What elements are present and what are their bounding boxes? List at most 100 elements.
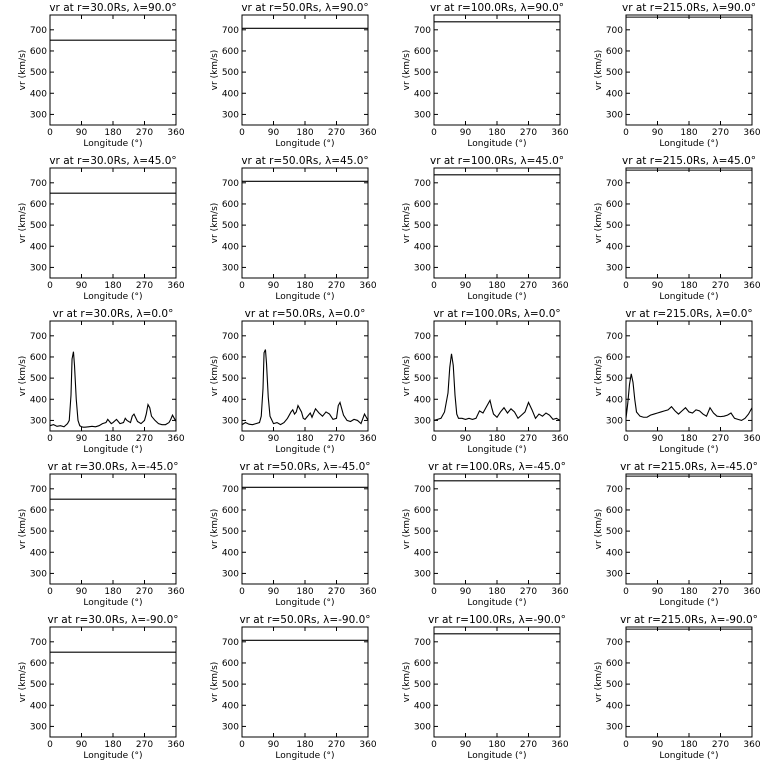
x-tick-label: 0 <box>239 128 245 138</box>
panel-svg: vr at r=50.0Rs, λ=-90.0° 300 400 500 600 700 0… <box>210 614 377 761</box>
x-axis-label: Longitude (°) <box>83 751 142 761</box>
x-tick-label: 360 <box>551 281 568 291</box>
plot-frame <box>241 626 369 738</box>
x-tick-label: 90 <box>268 587 280 597</box>
chart-panel: vr at r=100.0Rs, λ=45.0° 300 400 500 600 700 0… <box>384 153 576 306</box>
panel-svg: vr at r=50.0Rs, λ=0.0° 300 400 500 600 700 0 90… <box>210 308 377 455</box>
x-tick-label: 180 <box>104 587 121 597</box>
y-tick-label: 600 <box>606 47 623 57</box>
y-tick-label: 600 <box>30 200 47 210</box>
y-tick-label: 300 <box>606 263 623 273</box>
x-tick-label: 180 <box>104 281 121 291</box>
x-tick-label: 360 <box>167 281 184 291</box>
y-tick-label: 400 <box>30 548 47 558</box>
x-tick-label: 180 <box>104 128 121 138</box>
x-tick-label: 360 <box>551 434 568 444</box>
panel-title: vr at r=30.0Rs, λ=45.0° <box>49 155 176 167</box>
x-axis-label: Longitude (°) <box>275 445 334 455</box>
y-tick-label: 500 <box>222 374 239 384</box>
x-tick-label: 0 <box>239 587 245 597</box>
x-tick-label: 270 <box>328 740 345 750</box>
x-axis-label: Longitude (°) <box>659 139 718 149</box>
y-tick-label: 400 <box>606 701 623 711</box>
y-tick-label: 700 <box>30 179 47 189</box>
panel-svg: vr at r=215.0Rs, λ=-90.0° 300 400 500 600 700… <box>594 614 761 761</box>
y-tick-label: 700 <box>606 332 623 342</box>
x-tick-label: 90 <box>76 434 88 444</box>
panel-svg: vr at r=30.0Rs, λ=0.0° 300 400 500 600 700 0 90… <box>18 308 185 455</box>
x-tick-label: 90 <box>76 740 88 750</box>
chart-panel: vr at r=30.0Rs, λ=90.0° 300 400 500 600 700 0 9… <box>0 0 192 153</box>
x-tick-label: 270 <box>136 740 153 750</box>
panel-title: vr at r=50.0Rs, λ=45.0° <box>241 155 368 167</box>
y-tick-label: 400 <box>414 548 431 558</box>
y-tick-label: 300 <box>222 569 239 579</box>
x-axis-label: Longitude (°) <box>467 598 526 608</box>
panel-svg: vr at r=100.0Rs, λ=-90.0° 300 400 500 600 700… <box>402 614 569 761</box>
x-tick-label: 360 <box>359 128 376 138</box>
plot-frame <box>625 167 753 279</box>
chart-panel: vr at r=30.0Rs, λ=45.0° 300 400 500 600 700 0 9… <box>0 153 192 306</box>
y-tick-label: 300 <box>222 263 239 273</box>
y-tick-label: 500 <box>30 68 47 78</box>
plot-frame <box>241 14 369 126</box>
y-tick-label: 700 <box>30 485 47 495</box>
plot-frame <box>433 14 561 126</box>
y-axis-label: vr (km/s) <box>594 662 604 703</box>
plot-frame <box>433 167 561 279</box>
y-tick-label: 700 <box>30 26 47 36</box>
y-axis-label: vr (km/s) <box>18 356 28 397</box>
x-axis-label: Longitude (°) <box>275 751 334 761</box>
y-tick-label: 300 <box>30 263 47 273</box>
y-tick-label: 300 <box>30 569 47 579</box>
chart-panel: vr at r=50.0Rs, λ=0.0° 300 400 500 600 700 0 90… <box>192 306 384 459</box>
x-tick-label: 90 <box>460 281 472 291</box>
x-tick-label: 180 <box>680 740 697 750</box>
x-tick-label: 0 <box>623 128 629 138</box>
y-tick-label: 500 <box>414 374 431 384</box>
x-axis-label: Longitude (°) <box>275 292 334 302</box>
x-axis-label: Longitude (°) <box>83 445 142 455</box>
x-tick-label: 270 <box>520 587 537 597</box>
x-tick-label: 180 <box>296 740 313 750</box>
x-axis-label: Longitude (°) <box>659 445 718 455</box>
y-tick-label: 400 <box>414 242 431 252</box>
y-tick-label: 300 <box>414 569 431 579</box>
x-tick-label: 180 <box>488 587 505 597</box>
x-tick-label: 90 <box>652 281 664 291</box>
x-axis-label: Longitude (°) <box>659 751 718 761</box>
x-tick-label: 90 <box>652 434 664 444</box>
chart-panel: vr at r=215.0Rs, λ=90.0° 300 400 500 600 700 0… <box>576 0 768 153</box>
y-tick-label: 500 <box>222 221 239 231</box>
y-tick-label: 500 <box>30 680 47 690</box>
y-axis-label: vr (km/s) <box>210 662 220 703</box>
y-tick-label: 500 <box>606 374 623 384</box>
plot-frame <box>625 320 753 432</box>
y-tick-label: 400 <box>30 89 47 99</box>
x-tick-label: 270 <box>520 128 537 138</box>
y-tick-label: 600 <box>222 353 239 363</box>
x-tick-label: 270 <box>712 281 729 291</box>
panel-title: vr at r=100.0Rs, λ=90.0° <box>430 2 564 14</box>
chart-panel: vr at r=215.0Rs, λ=-45.0° 300 400 500 600 700… <box>576 459 768 612</box>
x-tick-label: 360 <box>743 128 760 138</box>
panel-svg: vr at r=50.0Rs, λ=90.0° 300 400 500 600 700 0 9… <box>210 2 377 149</box>
x-tick-label: 270 <box>328 281 345 291</box>
panel-svg: vr at r=215.0Rs, λ=0.0° 300 400 500 600 700 0 9… <box>594 308 761 455</box>
y-tick-label: 300 <box>606 722 623 732</box>
plot-frame <box>625 473 753 585</box>
y-tick-label: 500 <box>414 221 431 231</box>
x-tick-label: 90 <box>652 128 664 138</box>
panel-title: vr at r=50.0Rs, λ=-45.0° <box>239 461 370 473</box>
y-axis-label: vr (km/s) <box>402 662 412 703</box>
panel-svg: vr at r=100.0Rs, λ=0.0° 300 400 500 600 700 0 9… <box>402 308 569 455</box>
x-tick-label: 0 <box>47 128 53 138</box>
x-tick-label: 180 <box>680 587 697 597</box>
panel-title: vr at r=100.0Rs, λ=45.0° <box>430 155 564 167</box>
plot-frame <box>49 14 177 126</box>
y-axis-label: vr (km/s) <box>402 509 412 550</box>
y-tick-label: 400 <box>414 701 431 711</box>
x-tick-label: 270 <box>712 128 729 138</box>
y-tick-label: 600 <box>222 506 239 516</box>
y-tick-label: 400 <box>414 89 431 99</box>
